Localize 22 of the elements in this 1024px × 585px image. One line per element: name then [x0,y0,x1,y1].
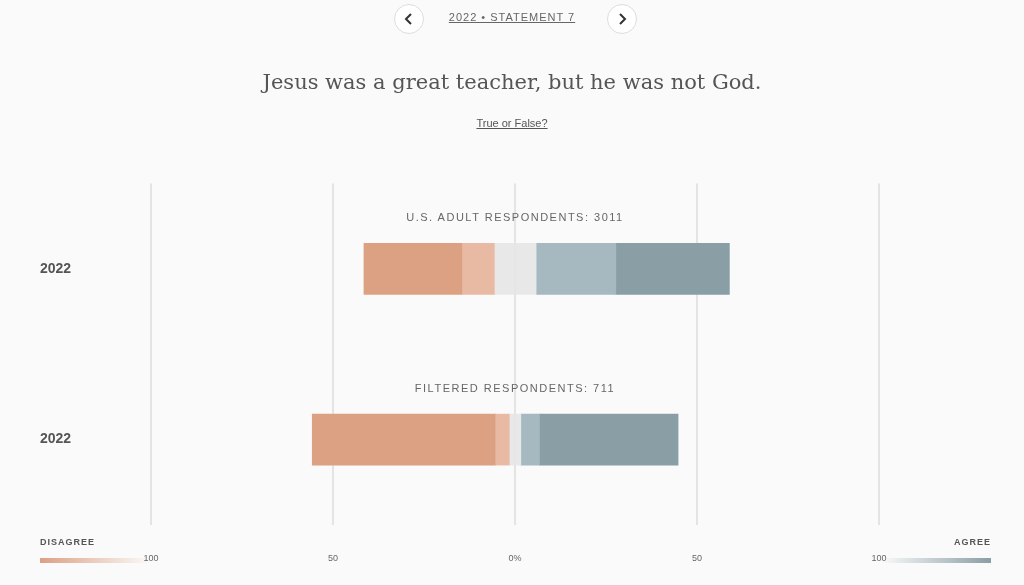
x-tick-label: 0% [508,552,522,563]
x-tick-label: 50 [327,552,339,563]
text: 2022 • STATEMENT 7 [447,11,577,23]
bar [495,413,511,466]
bar [520,413,540,466]
annotation: FILTERED RESPONDENTS: 711 [414,381,616,394]
text: DISAGREE [40,537,96,547]
y-tick-label: 2022 [40,430,72,447]
chart-subtitle: True or False? [475,117,549,129]
x-tick-label: 100 [143,552,159,563]
bar [462,242,496,295]
chart-title: Jesus was a great teacher, but he was not God. [259,70,763,94]
x-tick-label: 100 [871,552,887,563]
y-tick-label: 2022 [40,259,72,276]
annotation: U.S. ADULT RESPONDENTS: 3011 [406,210,624,223]
bar [363,242,463,295]
bar [539,413,679,466]
text: AGREE [953,537,991,547]
bar [311,413,497,466]
bar [615,242,730,295]
x-tick-label: 50 [691,552,703,563]
bar [535,242,617,295]
